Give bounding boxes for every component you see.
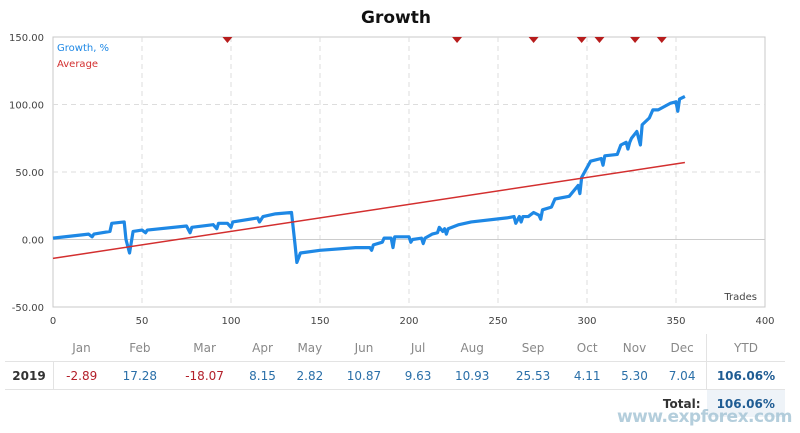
month-value: 5.30 [610, 361, 659, 390]
total-row: Total: 106.06% [5, 389, 785, 417]
watermark: www.expforex.com [616, 407, 793, 427]
event-marker-icon [594, 37, 605, 43]
month-header: Feb [109, 334, 171, 362]
month-value: 8.15 [238, 361, 287, 390]
event-marker-icon [528, 37, 539, 43]
legend-growth: Growth, % [57, 43, 109, 54]
total-label: Total: [662, 396, 701, 411]
month-header: Sep [502, 334, 564, 362]
month-header: Nov [610, 334, 659, 362]
month-header: Jun [333, 334, 395, 362]
ytd-value: 106.06% [706, 361, 785, 390]
growth-chart: Growth 0 50 100 150 200 250 300 350 400 150.00 100.… [9, 8, 775, 327]
table-row: 2019 -2.89 17.28 -18.07 8.15 2.82 10.87 9.63 10.… [5, 361, 785, 390]
y-tick-label: 150.00 [9, 33, 44, 44]
month-header: May [286, 334, 334, 362]
monthly-returns-table: Jan Feb Mar Apr May Jun Jul Aug Sep Oct Nov Dec YTD … [5, 334, 785, 417]
x-tick-label: 100 [221, 316, 240, 327]
event-marker-icon [630, 37, 641, 43]
x-tick-label: 250 [488, 316, 507, 327]
x-tick-label: 350 [666, 316, 685, 327]
month-header: Jan [53, 334, 110, 362]
x-tick-label: 0 [50, 316, 56, 327]
month-value: -2.89 [53, 361, 110, 390]
month-header: Oct [563, 334, 611, 362]
x-axis-label: Trades [723, 292, 757, 303]
y-tick-label: 100.00 [9, 101, 44, 112]
y-tick-label: 0.00 [22, 236, 44, 247]
month-value: 10.93 [441, 361, 503, 390]
total-value: 106.06% [706, 389, 785, 417]
x-tick-label: 400 [755, 316, 774, 327]
year-cell: 2019 [5, 361, 54, 390]
ytd-header: YTD [706, 334, 785, 362]
year-header [5, 334, 54, 362]
chart-title: Growth [361, 8, 431, 28]
legend-average: Average [57, 59, 98, 70]
month-value: 9.63 [394, 361, 442, 390]
month-header: Apr [238, 334, 287, 362]
y-tick-label: 50.00 [15, 168, 44, 179]
month-header: Aug [441, 334, 503, 362]
month-header: Mar [170, 334, 239, 362]
month-value: 7.04 [658, 361, 707, 390]
month-value: 25.53 [502, 361, 564, 390]
table-header: Jan Feb Mar Apr May Jun Jul Aug Sep Oct Nov Dec YTD [5, 334, 785, 362]
event-marker-icon [656, 37, 667, 43]
month-value: 4.11 [563, 361, 611, 390]
x-tick-label: 300 [577, 316, 596, 327]
x-tick-label: 150 [310, 316, 329, 327]
month-header: Dec [658, 334, 707, 362]
month-value: -18.07 [170, 361, 239, 390]
x-tick-label: 50 [136, 316, 149, 327]
month-value: 10.87 [333, 361, 395, 390]
month-value: 17.28 [109, 361, 171, 390]
event-marker-icon [452, 37, 463, 43]
growth-series-line [52, 94, 686, 265]
event-marker-icon [222, 37, 233, 43]
average-series-line [52, 161, 686, 260]
event-marker-icon [576, 37, 587, 43]
x-tick-label: 200 [399, 316, 418, 327]
y-tick-label: -50.00 [12, 303, 44, 314]
month-header: Jul [394, 334, 442, 362]
month-value: 2.82 [286, 361, 334, 390]
